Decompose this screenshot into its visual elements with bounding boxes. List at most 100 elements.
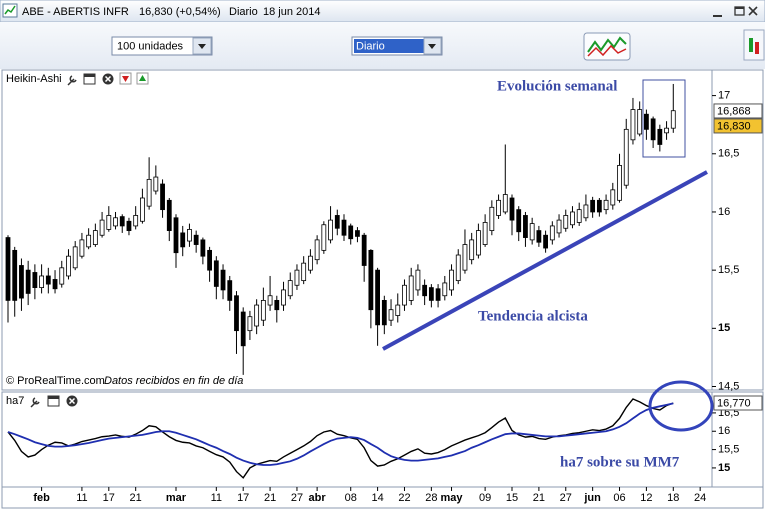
candle-body bbox=[496, 199, 501, 216]
candle-body bbox=[583, 204, 589, 219]
x-tick-label: 22 bbox=[398, 492, 410, 504]
candle-body bbox=[52, 279, 58, 290]
indicator-button[interactable] bbox=[583, 32, 631, 61]
candle-body bbox=[72, 246, 78, 269]
candle-body bbox=[630, 109, 636, 141]
x-tick-label: jun bbox=[583, 492, 601, 504]
candle-body bbox=[348, 225, 354, 240]
candle-body bbox=[462, 244, 468, 271]
candle-body bbox=[428, 287, 434, 301]
y-tick-label: 15,5 bbox=[718, 443, 739, 455]
candle-body bbox=[408, 275, 414, 301]
y-tick-label: 15,5 bbox=[718, 264, 739, 276]
restore-button[interactable] bbox=[734, 6, 745, 16]
x-tick-label: 18 bbox=[667, 492, 679, 504]
candle-body bbox=[536, 230, 542, 243]
candle-body bbox=[166, 199, 172, 231]
y-tick-label: 15 bbox=[718, 322, 730, 334]
candle-body bbox=[99, 219, 105, 236]
date: 18 jun 2014 bbox=[263, 6, 321, 18]
price-panel bbox=[1, 69, 764, 391]
candle-body bbox=[610, 189, 616, 206]
candle-body bbox=[664, 127, 669, 134]
price-label-box bbox=[713, 118, 763, 134]
candle-body bbox=[45, 275, 51, 285]
candle-body bbox=[160, 183, 165, 211]
annotation: Tendencia alcista bbox=[478, 308, 588, 324]
timeframe-value[interactable]: Diario bbox=[356, 40, 385, 52]
panel-icons[interactable] bbox=[67, 72, 149, 86]
candle-body bbox=[66, 255, 71, 277]
x-tick-label: 08 bbox=[345, 492, 357, 504]
candle-body bbox=[402, 284, 407, 306]
candle-body bbox=[119, 216, 125, 227]
candle-body bbox=[267, 295, 273, 306]
candle-body bbox=[543, 234, 548, 249]
y-tick-label: 15 bbox=[718, 462, 730, 474]
candle-body bbox=[355, 230, 360, 237]
candle-body bbox=[576, 209, 582, 223]
x-tick-label: 21 bbox=[264, 492, 276, 504]
candle-body bbox=[92, 230, 98, 245]
series-line bbox=[7, 402, 674, 466]
quantity-value[interactable]: 100 unidades bbox=[117, 40, 184, 52]
x-tick-label: 21 bbox=[130, 492, 142, 504]
side-button[interactable] bbox=[743, 29, 765, 61]
x-tick-label: 24 bbox=[694, 492, 706, 504]
candle-body bbox=[469, 239, 475, 261]
indicator-panel bbox=[1, 391, 764, 488]
candle-body bbox=[133, 215, 139, 227]
candle-body bbox=[173, 217, 179, 254]
y-tick-label: 16 bbox=[718, 425, 730, 437]
candle-body bbox=[415, 269, 421, 291]
candle-body bbox=[227, 280, 233, 301]
y-tick-label: 16,5 bbox=[718, 148, 739, 160]
candle-body bbox=[435, 288, 441, 301]
source: © ProRealTime.com bbox=[6, 375, 105, 387]
highlight-box bbox=[642, 79, 686, 158]
candle-body bbox=[307, 255, 313, 271]
note: Datos recibidos en fin de día bbox=[104, 375, 243, 387]
indicator-icons[interactable] bbox=[30, 395, 78, 408]
candle-body bbox=[25, 269, 31, 294]
candle-body bbox=[516, 209, 522, 233]
candle-body bbox=[442, 282, 448, 297]
x-tick-label: mar bbox=[166, 492, 187, 504]
candle-body bbox=[670, 110, 676, 129]
timeframe-dropdown[interactable] bbox=[351, 36, 443, 56]
candle-body bbox=[153, 176, 159, 192]
candle-body bbox=[220, 269, 226, 291]
candle-body bbox=[475, 230, 481, 256]
candle-body bbox=[207, 249, 213, 271]
candle-body bbox=[644, 113, 649, 130]
candle-body bbox=[139, 197, 145, 222]
candle-body bbox=[113, 217, 118, 227]
candle-body bbox=[502, 194, 508, 213]
y-tick-label: 17 bbox=[718, 90, 730, 102]
annotation: Evolución semanal bbox=[497, 78, 617, 94]
candle-body bbox=[563, 215, 569, 229]
candle-body bbox=[449, 269, 454, 291]
x-tick-label: may bbox=[441, 492, 464, 504]
candle-body bbox=[523, 215, 528, 238]
close-button[interactable] bbox=[748, 6, 758, 16]
x-tick-label: 06 bbox=[613, 492, 625, 504]
candle-body bbox=[32, 272, 38, 288]
candle-body bbox=[79, 239, 85, 257]
candle-body bbox=[59, 267, 65, 285]
candle-body bbox=[12, 249, 18, 301]
candle-body bbox=[556, 219, 562, 234]
instrument: ABE - ABERTIS INFR bbox=[22, 6, 129, 18]
candle-body bbox=[341, 219, 347, 236]
quantity-dropdown[interactable] bbox=[111, 36, 213, 56]
candle-body bbox=[146, 178, 152, 207]
candle-body bbox=[590, 199, 596, 213]
last-value-label-box bbox=[713, 395, 763, 411]
panel-title: Heikin-Ashi bbox=[6, 73, 62, 85]
price-label: 16,868 bbox=[717, 105, 751, 117]
candle-body bbox=[489, 206, 495, 231]
candle-body bbox=[375, 269, 381, 326]
highlight-ring bbox=[648, 380, 714, 432]
candle-body bbox=[126, 220, 132, 231]
